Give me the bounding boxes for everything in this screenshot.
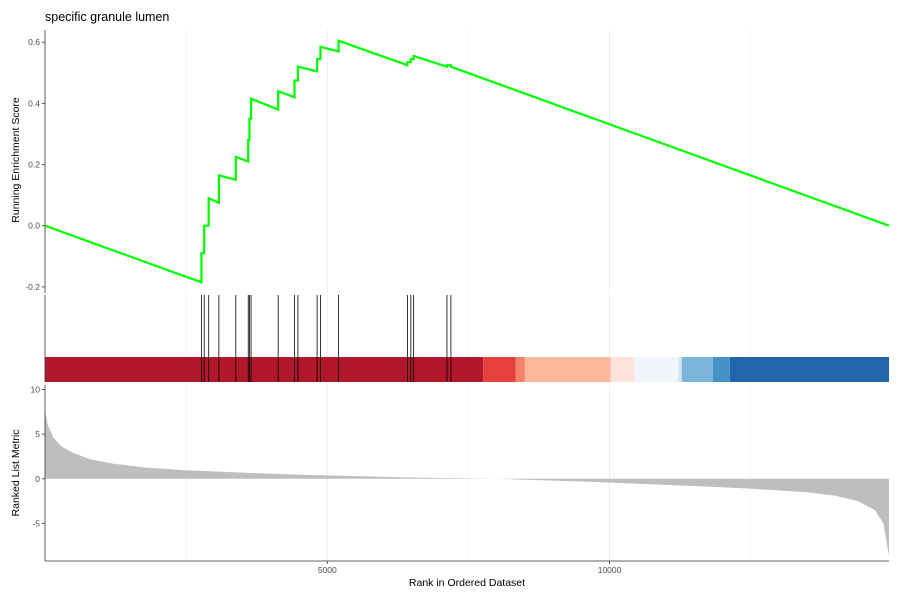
x-tick-label: 10000 [598, 565, 622, 575]
es-y-axis-title: Running Enrichment Score [10, 97, 22, 223]
heatmap-bands [45, 357, 889, 382]
x-axis: 5000 10000 [45, 560, 889, 575]
x-axis-title: Rank in Ordered Dataset [409, 577, 525, 589]
heatmap-band [483, 357, 516, 382]
heatmap-band [524, 357, 611, 382]
metric-y-tick-label: -5 [32, 518, 40, 528]
es-y-tick-label: 0.4 [28, 98, 40, 108]
es-y-tick-label: 0.0 [28, 221, 40, 231]
heatmap-band [678, 357, 682, 382]
chart-title: specific granule lumen [45, 10, 169, 24]
metric-axis: -5 0 5 10 [31, 384, 46, 561]
heatmap-band [515, 357, 525, 382]
metric-y-axis-title: Ranked List Metric [10, 430, 22, 517]
metric-panel: -5 0 5 10 Ranked List Metric [10, 384, 889, 561]
metric-area [45, 410, 889, 556]
heatmap-band [634, 357, 679, 382]
es-line [44, 39, 890, 284]
metric-y-tick-label: 10 [31, 384, 41, 394]
es-y-tick-label: -0.2 [25, 282, 40, 292]
metric-y-tick-label: 5 [35, 429, 40, 439]
es-panel: -0.2 0.0 0.2 0.4 0.6 Running Enrichment Scor… [10, 30, 890, 293]
x-tick-label: 5000 [318, 565, 337, 575]
metric-y-tick-label: 0 [35, 474, 40, 484]
heatmap-band [45, 357, 484, 382]
heatmap-band [712, 357, 730, 382]
heatmap-band [681, 357, 713, 382]
es-y-tick-label: 0.6 [28, 37, 40, 47]
metric-gridlines [185, 385, 751, 561]
es-y-tick-label: 0.2 [28, 160, 40, 170]
heatmap-band [610, 357, 635, 382]
hit-ticks [200, 295, 452, 382]
es-axis: -0.2 0.0 0.2 0.4 0.6 [25, 30, 46, 293]
es-gridlines [185, 30, 751, 293]
heatmap-band [729, 357, 889, 382]
hits-panel [44, 295, 889, 382]
